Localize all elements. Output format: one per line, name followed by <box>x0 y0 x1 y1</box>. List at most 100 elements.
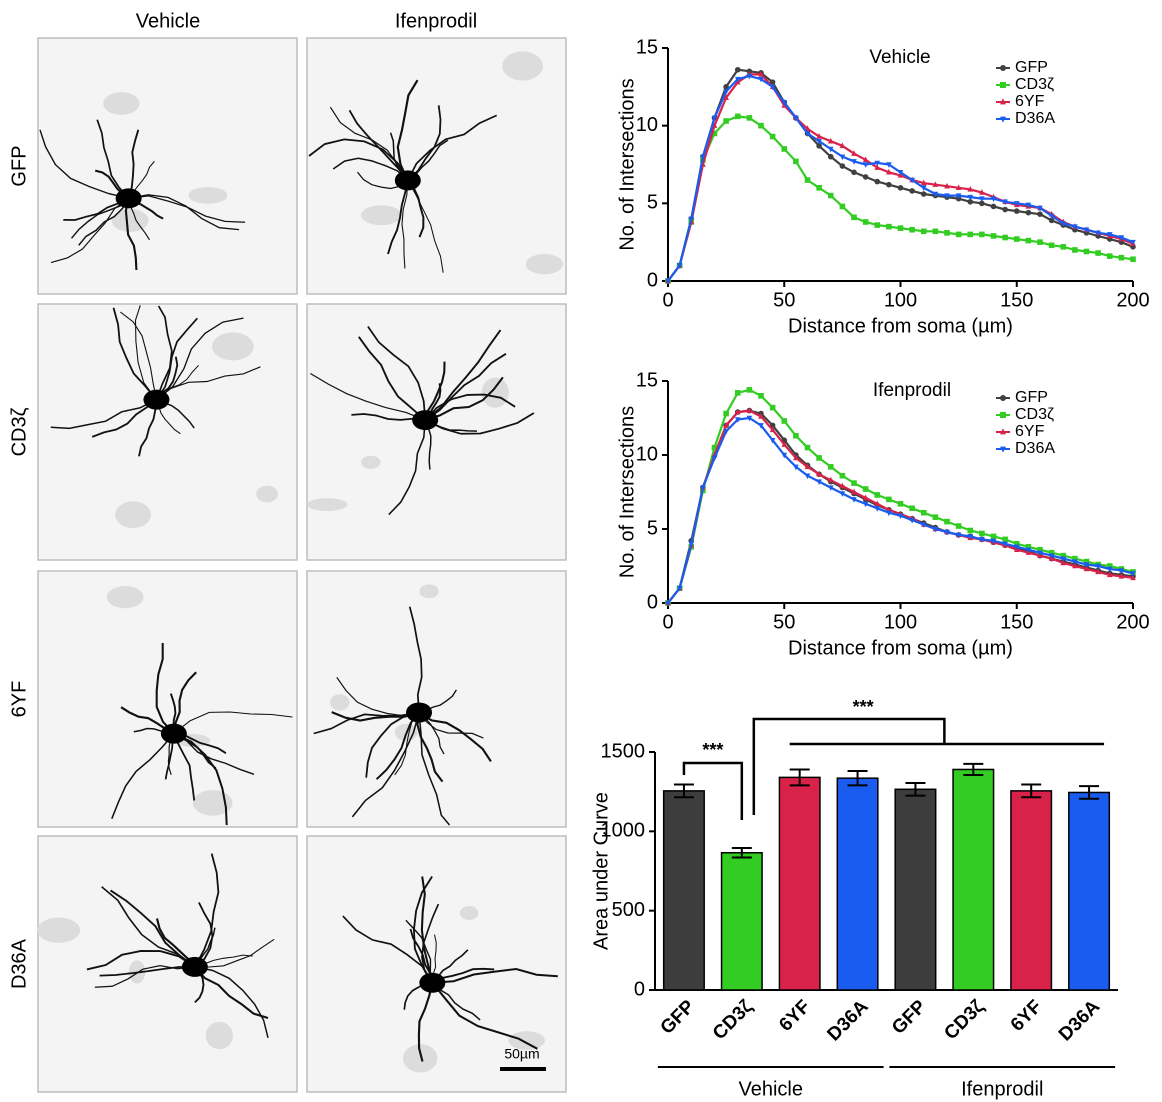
y-axis-label: No. of Intersections <box>616 406 638 578</box>
legend-marker <box>1000 446 1006 453</box>
data-point <box>781 418 788 424</box>
x-tick-label: 100 <box>884 289 917 311</box>
data-point <box>967 198 974 205</box>
data-point <box>920 191 927 197</box>
data-point <box>1037 546 1043 553</box>
x-axis-label: Distance from soma (µm) <box>788 637 1013 659</box>
data-point <box>862 174 869 180</box>
background-blob <box>188 186 228 204</box>
x-tick-label: 100 <box>884 611 917 633</box>
data-point <box>781 441 788 447</box>
data-point <box>862 219 869 225</box>
dendrite <box>78 197 130 246</box>
data-point <box>1048 217 1055 224</box>
data-point <box>793 115 799 122</box>
y-axis-label: Area under Curve <box>590 792 612 950</box>
micrograph <box>37 303 298 561</box>
background-blob <box>419 584 439 599</box>
dendrite <box>155 305 173 401</box>
data-point <box>1106 566 1113 573</box>
data-point <box>723 84 729 90</box>
error-bar <box>673 783 694 799</box>
dendrite <box>348 109 409 181</box>
data-point <box>711 444 718 451</box>
data-point <box>827 153 834 160</box>
data-point <box>944 518 950 525</box>
background-blob <box>212 332 254 361</box>
data-point <box>874 160 881 167</box>
data-point <box>920 185 927 192</box>
legend-marker <box>1000 428 1006 435</box>
data-point <box>886 181 892 188</box>
dendrite <box>342 915 434 984</box>
data-point <box>932 228 939 235</box>
data-point <box>769 79 776 85</box>
data-point <box>862 162 869 168</box>
dendrite <box>431 982 538 1050</box>
y-tick-label: 1500 <box>601 740 646 762</box>
data-point <box>1072 559 1078 565</box>
background-blob <box>106 585 144 609</box>
data-point <box>758 393 764 399</box>
legend-label: 6YF <box>1015 423 1045 440</box>
legend-label: D36A <box>1015 110 1055 127</box>
data-point <box>851 488 857 495</box>
data-point <box>804 131 811 137</box>
dendrite <box>101 886 196 968</box>
data-point <box>1002 541 1008 548</box>
micrograph <box>37 37 298 295</box>
bar <box>662 790 705 991</box>
legend-marker <box>1000 395 1006 401</box>
data-point <box>839 163 846 169</box>
data-point <box>1130 574 1136 581</box>
data-point <box>723 422 729 428</box>
dendrite <box>365 711 420 778</box>
data-point <box>1095 230 1101 237</box>
y-tick-label: 0 <box>634 978 645 1000</box>
data-point <box>746 407 753 413</box>
data-point <box>1130 256 1136 263</box>
x-tick-label: 150 <box>1000 289 1033 311</box>
error-bar <box>847 770 868 787</box>
data-point <box>827 146 834 153</box>
data-point <box>1013 208 1020 214</box>
dendrite <box>173 711 293 735</box>
data-point <box>1106 232 1113 238</box>
data-point <box>1060 556 1067 562</box>
background-blob <box>115 501 151 529</box>
y-tick-label: 5 <box>647 192 658 214</box>
data-point <box>886 168 892 175</box>
error-bar <box>731 846 752 859</box>
data-point <box>1083 562 1090 568</box>
data-point <box>1002 206 1008 213</box>
data-point <box>1083 558 1090 565</box>
legend-label: CD3ζ <box>1015 406 1054 423</box>
x-tick-label: 0 <box>662 611 673 633</box>
data-point <box>1048 553 1055 559</box>
data-point <box>1048 549 1055 556</box>
dendrite <box>308 138 409 181</box>
data-point <box>734 417 741 423</box>
data-point <box>758 71 764 77</box>
data-point <box>909 505 915 512</box>
micrograph <box>37 570 298 828</box>
legend-marker <box>1000 65 1006 71</box>
x-tick-label: 6YF <box>775 996 814 1035</box>
data-point <box>979 537 985 543</box>
data-point <box>1072 555 1078 562</box>
data-point <box>758 413 764 419</box>
data-point <box>1060 552 1067 559</box>
data-point <box>1037 205 1043 212</box>
data-point <box>979 196 985 203</box>
legend-marker <box>1000 116 1006 123</box>
data-point <box>804 177 811 183</box>
data-point <box>1048 242 1055 249</box>
legend-label: CD3ζ <box>1015 76 1054 93</box>
data-point <box>955 532 962 539</box>
data-point <box>886 223 892 230</box>
data-point <box>944 230 950 236</box>
data-point <box>793 454 799 461</box>
chart-title: Ifenprodil <box>873 380 951 401</box>
data-point <box>874 500 881 507</box>
dendrite <box>194 938 275 968</box>
